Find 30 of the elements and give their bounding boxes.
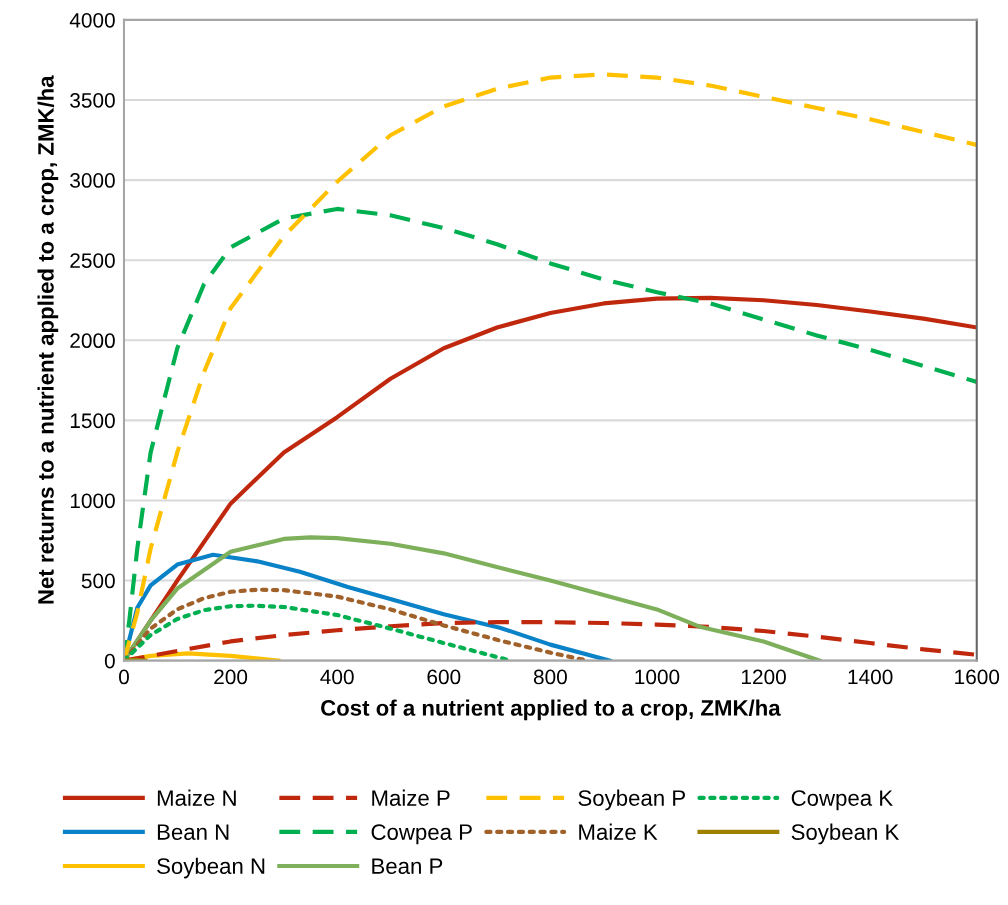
x-tick-label: 800	[533, 669, 567, 685]
x-tick-label: 0	[119, 669, 129, 685]
x-tick-label: 1200	[741, 669, 786, 685]
y-tick-label: 1500	[70, 413, 115, 429]
legend-label: Maize P	[372, 789, 450, 806]
x-tick-label: 1400	[848, 669, 893, 685]
x-tick-label: 1600	[955, 669, 1000, 685]
y-axis-title: Net returns to a nutrient applied to a crop, ZMK/ha	[37, 75, 59, 604]
legend-label: Soybean N	[157, 857, 265, 879]
legend-label: Cowpea K	[791, 790, 893, 811]
y-tick-label: 3000	[70, 173, 115, 188]
legend-label: Maize N	[157, 789, 236, 806]
y-tick-label: 2500	[70, 253, 115, 268]
legend-label: Cowpea P	[371, 824, 472, 845]
y-tick-label: 4000	[69, 12, 115, 28]
x-axis-title: Cost of a nutrient applied to a crop, ZMK/ha	[321, 699, 781, 721]
y-tick-label: 1000	[70, 493, 115, 509]
y-tick-label: 0	[104, 653, 115, 669]
x-tick-label: 1000	[635, 669, 680, 685]
x-tick-label: 200	[214, 669, 248, 685]
x-tick-label: 600	[427, 669, 461, 685]
y-tick-label: 3500	[70, 93, 115, 108]
x-tick-label: 400	[320, 669, 354, 685]
legend-label: Bean P	[372, 858, 443, 874]
legend-label: Soybean P	[578, 789, 685, 811]
legend-label: Maize K	[579, 823, 658, 840]
legend-label: Bean N	[157, 824, 229, 840]
legend-label: Soybean K	[791, 823, 900, 845]
y-tick-label: 2000	[70, 333, 115, 349]
y-tick-label: 500	[81, 573, 115, 589]
